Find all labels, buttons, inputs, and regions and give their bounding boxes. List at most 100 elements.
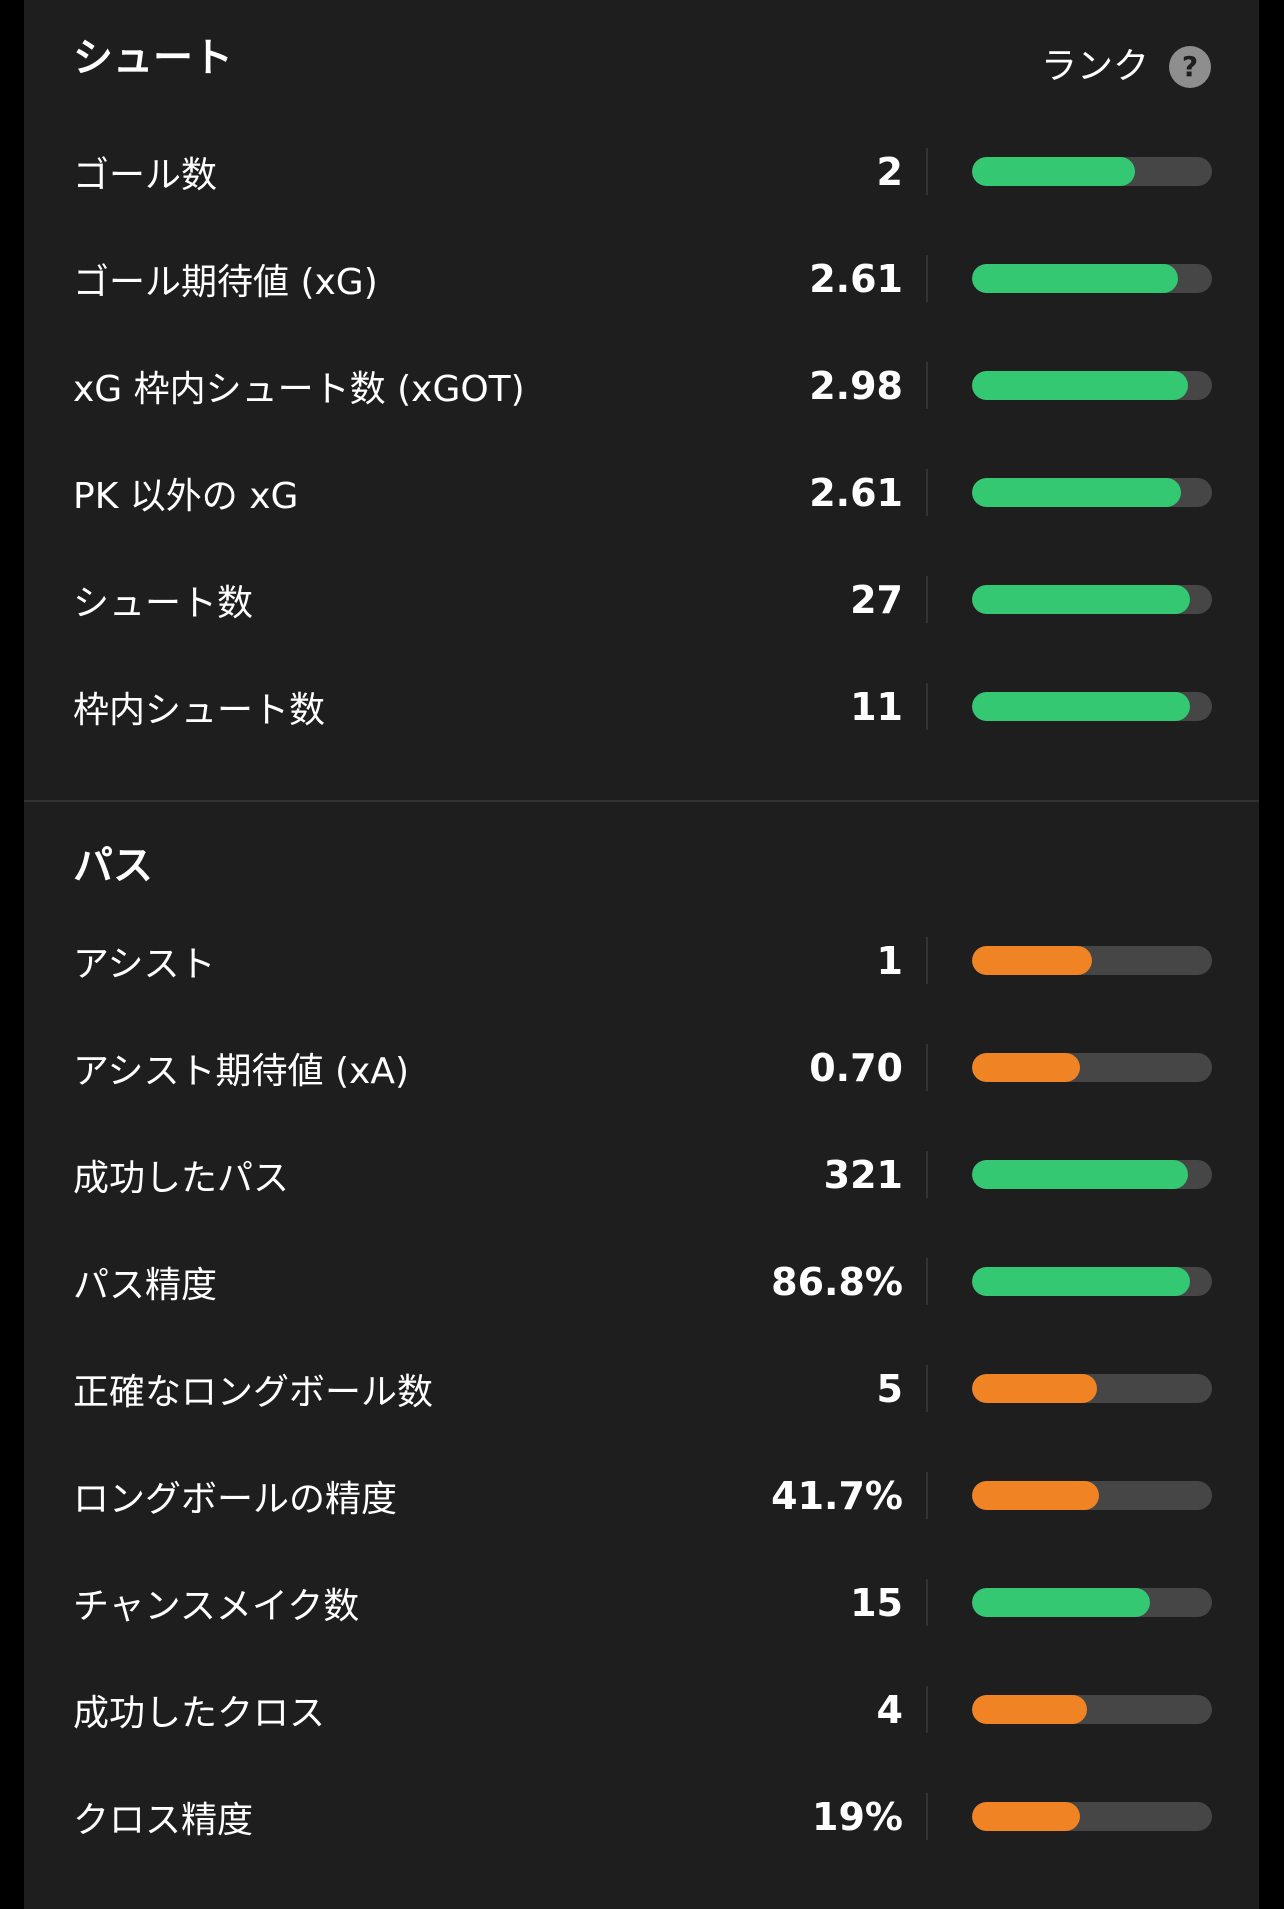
stat-value: 41.7% — [771, 1473, 903, 1518]
stat-row[interactable]: ゴール期待値 (xG) 2.61 — [24, 225, 1259, 332]
stat-label: アシスト期待値 (xA) — [73, 1050, 410, 1092]
stat-row[interactable]: パス精度 86.8% — [24, 1228, 1259, 1335]
stat-label: クロス精度 — [73, 1799, 254, 1841]
rank-bar-track — [972, 585, 1212, 614]
rank-bar-fill — [972, 1695, 1088, 1724]
stat-value: 19% — [812, 1794, 903, 1839]
rank-header[interactable]: ランク ? — [1041, 46, 1211, 88]
stat-label: 正確なロングボール数 — [73, 1371, 434, 1413]
rank-bar-fill — [972, 692, 1191, 721]
rank-bar-track — [972, 1588, 1212, 1617]
rank-bar-fill — [972, 1802, 1080, 1831]
stat-divider — [926, 1579, 928, 1626]
stat-divider — [926, 255, 928, 302]
shoot-section-header: シュート ランク ? — [73, 0, 1211, 96]
stat-divider — [926, 148, 928, 195]
rank-bar-fill — [972, 1588, 1150, 1617]
stat-divider — [926, 1365, 928, 1412]
stat-row[interactable]: PK 以外の xG 2.61 — [24, 439, 1259, 546]
stat-row[interactable]: 成功したクロス 4 — [24, 1656, 1259, 1763]
stat-row[interactable]: アシスト 1 — [24, 907, 1259, 1014]
stat-value: 1 — [876, 938, 903, 983]
rank-bar-track — [972, 1053, 1212, 1082]
rank-bar-fill — [972, 1053, 1080, 1082]
stat-divider — [926, 937, 928, 984]
rank-bar-track — [972, 1481, 1212, 1510]
stat-label: シュート数 — [73, 582, 254, 624]
stat-divider — [926, 1044, 928, 1091]
rank-bar-track — [972, 371, 1212, 400]
rank-bar-track — [972, 1695, 1212, 1724]
rank-bar-fill — [972, 157, 1136, 186]
stat-row[interactable]: アシスト期待値 (xA) 0.70 — [24, 1014, 1259, 1121]
stat-divider — [926, 683, 928, 730]
rank-bar-track — [972, 1802, 1212, 1831]
rank-bar-fill — [972, 585, 1191, 614]
stat-value: 0.70 — [809, 1045, 903, 1090]
stat-value: 4 — [876, 1687, 903, 1732]
rank-bar-fill — [972, 1481, 1100, 1510]
stat-row[interactable]: ロングボールの精度 41.7% — [24, 1442, 1259, 1549]
rank-bar-fill — [972, 1160, 1188, 1189]
stat-row[interactable]: チャンスメイク数 15 — [24, 1549, 1259, 1656]
rank-bar-track — [972, 478, 1212, 507]
rank-bar-track — [972, 1374, 1212, 1403]
rank-bar-track — [972, 946, 1212, 975]
rank-bar-fill — [972, 371, 1188, 400]
question-mark-icon[interactable]: ? — [1169, 46, 1211, 88]
stat-divider — [926, 1258, 928, 1305]
rank-label: ランク — [1040, 46, 1149, 87]
stat-value: 2.98 — [809, 363, 903, 408]
stat-row[interactable]: 枠内シュート数 11 — [24, 653, 1259, 760]
stat-row[interactable]: ゴール数 2 — [24, 118, 1259, 225]
shoot-section-title: シュート — [73, 35, 233, 81]
stat-label: xG 枠内シュート数 (xGOT) — [73, 368, 525, 410]
stat-divider — [926, 1686, 928, 1733]
stat-label: 枠内シュート数 — [73, 689, 326, 731]
stat-value: 86.8% — [771, 1259, 903, 1304]
stat-label: ゴール数 — [73, 154, 218, 196]
stats-panel: シュート ランク ? ゴール数 2 ゴール期待値 (xG) 2.61 xG 枠内シュート… — [24, 0, 1259, 1909]
rank-bar-fill — [972, 1374, 1097, 1403]
stat-value: 15 — [850, 1580, 903, 1625]
stat-row[interactable]: xG 枠内シュート数 (xGOT) 2.98 — [24, 332, 1259, 439]
stat-label: パス精度 — [73, 1264, 218, 1306]
stat-value: 2.61 — [809, 470, 903, 515]
rank-bar-track — [972, 264, 1212, 293]
rank-bar-track — [972, 1267, 1212, 1296]
stat-value: 5 — [876, 1366, 903, 1411]
stat-row[interactable]: シュート数 27 — [24, 546, 1259, 653]
stat-divider — [926, 1472, 928, 1519]
stat-value: 2.61 — [809, 256, 903, 301]
stat-divider — [926, 362, 928, 409]
stat-value: 27 — [850, 577, 903, 622]
pass-section-header: パス — [73, 802, 1211, 886]
rank-bar-fill — [972, 946, 1092, 975]
rank-bar-track — [972, 1160, 1212, 1189]
rank-bar-fill — [972, 478, 1181, 507]
shoot-stat-list: ゴール数 2 ゴール期待値 (xG) 2.61 xG 枠内シュート数 (xGOT) 2.9… — [24, 118, 1259, 760]
pass-stat-list: アシスト 1 アシスト期待値 (xA) 0.70 成功したパス 321 パス精度 86.8% 正… — [24, 907, 1259, 1870]
stat-label: 成功したクロス — [73, 1692, 326, 1734]
stat-value: 2 — [876, 149, 903, 194]
stat-divider — [926, 576, 928, 623]
stat-row[interactable]: 成功したパス 321 — [24, 1121, 1259, 1228]
stat-divider — [926, 469, 928, 516]
rank-bar-fill — [972, 264, 1179, 293]
section-divider — [24, 800, 1259, 802]
rank-bar-track — [972, 692, 1212, 721]
stat-label: アシスト — [73, 943, 216, 985]
stat-divider — [926, 1793, 928, 1840]
stat-divider — [926, 1151, 928, 1198]
rank-bar-track — [972, 157, 1212, 186]
stat-label: ロングボールの精度 — [73, 1478, 398, 1520]
stat-label: ゴール期待値 (xG) — [73, 261, 378, 303]
stat-row[interactable]: 正確なロングボール数 5 — [24, 1335, 1259, 1442]
stat-label: PK 以外の xG — [73, 475, 299, 517]
stat-value: 321 — [823, 1152, 903, 1197]
stat-label: 成功したパス — [73, 1157, 290, 1199]
stat-label: チャンスメイク数 — [73, 1585, 360, 1627]
stat-row[interactable]: クロス精度 19% — [24, 1763, 1259, 1870]
rank-bar-fill — [972, 1267, 1191, 1296]
stat-value: 11 — [850, 684, 903, 729]
